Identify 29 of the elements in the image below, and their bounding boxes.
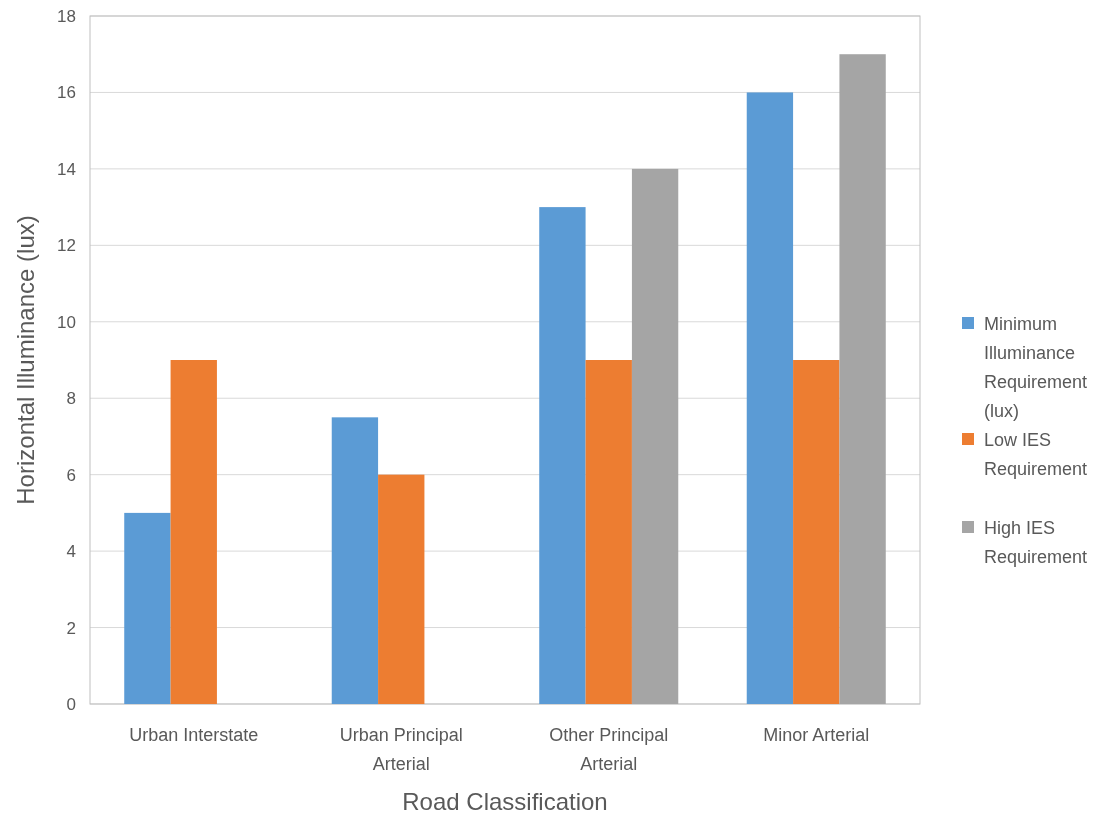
y-tick-label: 18 bbox=[57, 6, 76, 26]
y-axis-title: Horizontal Illuminance (lux) bbox=[12, 215, 39, 505]
y-tick-label: 4 bbox=[66, 542, 76, 562]
bar bbox=[746, 92, 794, 704]
y-tick-label: 2 bbox=[66, 618, 76, 638]
y-tick-label: 16 bbox=[57, 83, 76, 103]
legend-label: Minimum Illuminance Requirement (lux) bbox=[984, 314, 1088, 421]
bar bbox=[839, 54, 886, 704]
x-axis-title: Road Classification bbox=[402, 788, 608, 815]
y-tick-label: 10 bbox=[57, 312, 76, 332]
bar bbox=[631, 168, 679, 704]
x-tick-label: Urban Principal Arterial bbox=[339, 725, 463, 774]
bar bbox=[124, 512, 171, 704]
y-tick-label: 12 bbox=[57, 236, 76, 256]
bar bbox=[331, 417, 379, 704]
bar bbox=[793, 360, 840, 704]
x-tick-label: Minor Arterial bbox=[763, 725, 870, 745]
x-tick-label: Other Principal Arterial bbox=[549, 725, 669, 774]
bar bbox=[585, 360, 632, 704]
y-tick-label: 6 bbox=[66, 465, 76, 485]
y-tick-label: 8 bbox=[66, 389, 76, 409]
legend-label: Low IES Requirement bbox=[984, 430, 1088, 479]
bar bbox=[539, 207, 586, 704]
y-tick-label: 14 bbox=[57, 159, 76, 179]
bar bbox=[170, 360, 217, 704]
bar bbox=[378, 474, 425, 704]
y-tick-label: 0 bbox=[66, 694, 76, 714]
x-tick-label: Urban Interstate bbox=[129, 725, 259, 745]
legend-label: High IES Requirement bbox=[984, 518, 1088, 567]
